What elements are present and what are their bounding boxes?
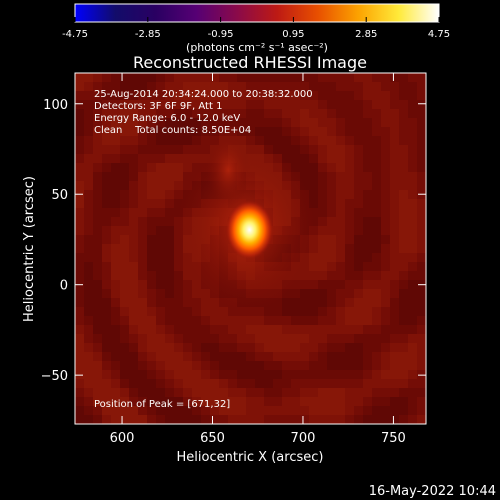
y-axis-label: Heliocentric Y (arcsec) — [22, 176, 37, 322]
colorbar-tick-label: 0.95 — [282, 29, 304, 40]
y-tick-label: 100 — [43, 98, 68, 113]
footer-timestamp: 16-May-2022 10:44 — [369, 484, 496, 499]
colorbar: -4.75 -2.85 -0.95 0.95 2.85 4.75 (photons cm⁻… — [62, 3, 450, 54]
y-tick-label: 0 — [60, 279, 68, 294]
x-tick-label: 700 — [291, 431, 316, 446]
x-tick-label: 650 — [200, 431, 225, 446]
x-tick-label: 750 — [381, 431, 406, 446]
annotation-line-time: 25-Aug-2014 20:34:24.000 to 20:38:32.000 — [94, 89, 313, 100]
colorbar-tick-label: -2.85 — [135, 29, 161, 40]
y-tick-label: −50 — [41, 369, 68, 384]
colorbar-ticks: -4.75 -2.85 -0.95 0.95 2.85 4.75 — [62, 17, 450, 40]
annotations: 25-Aug-2014 20:34:24.000 to 20:38:32.000… — [94, 89, 313, 410]
colorbar-tick-label: 2.85 — [355, 29, 377, 40]
annotation-line-clean: Clean Total counts: 8.50E+04 — [94, 125, 251, 136]
colorbar-tick-label: -0.95 — [208, 29, 234, 40]
colorbar-tick-label: -4.75 — [62, 29, 88, 40]
y-axis: −50 0 50 100 — [41, 98, 426, 384]
peak-position-label: Position of Peak = [671,32] — [94, 399, 230, 410]
colorbar-gradient — [74, 3, 440, 23]
annotation-line-energy: Energy Range: 6.0 - 12.0 keV — [94, 113, 240, 124]
colorbar-tick-label: 4.75 — [428, 29, 450, 40]
chart-title: Reconstructed RHESSI Image — [133, 53, 367, 72]
plot-frame — [74, 72, 427, 425]
annotation-line-detectors: Detectors: 3F 6F 9F, Att 1 — [94, 101, 222, 112]
emission-tail — [206, 134, 250, 206]
y-tick-label: 50 — [51, 188, 68, 203]
peak-core — [225, 199, 274, 260]
colorbar-unit-label: (photons cm⁻² s⁻¹ asec⁻²) — [186, 41, 328, 54]
emission-peak — [225, 199, 274, 260]
x-tick-label: 600 — [110, 431, 135, 446]
x-axis: 600 650 700 750 — [110, 73, 406, 446]
plot-area — [75, 73, 426, 424]
x-axis-label: Heliocentric X (arcsec) — [177, 450, 324, 465]
